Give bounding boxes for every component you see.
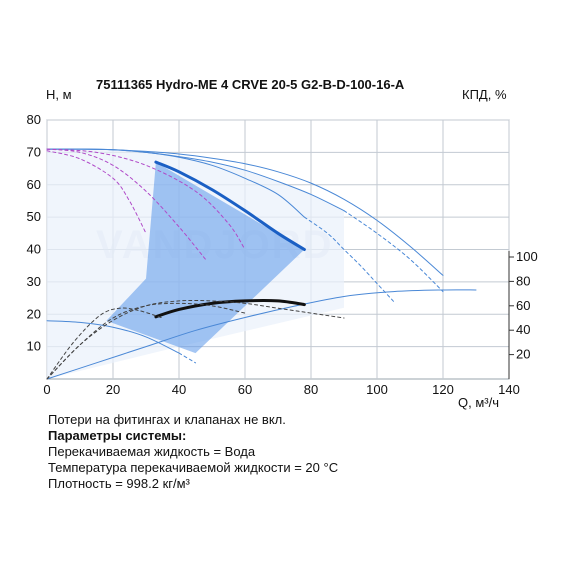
note-params-heading: Параметры системы: xyxy=(48,428,187,443)
y-left-tick-label: 80 xyxy=(27,112,41,127)
y-left-tick-label: 60 xyxy=(27,177,41,192)
system-notes: Потери на фитингах и клапанах не вкл. Па… xyxy=(48,412,338,492)
series-line-15 xyxy=(46,302,246,380)
series-line-12 xyxy=(154,299,306,319)
x-tick-label: 40 xyxy=(172,382,186,397)
series-line-11 xyxy=(46,289,477,380)
series-layer xyxy=(46,148,477,380)
series-line-4 xyxy=(343,210,444,293)
y-right-tick-label: 60 xyxy=(516,298,530,313)
series-line-2 xyxy=(303,216,394,302)
series-line-6 xyxy=(46,150,147,234)
y-axis-left-label: H, м xyxy=(46,87,72,102)
note-temperature: Температура перекачиваемой жидкости = 20… xyxy=(48,460,339,475)
note-density: Плотность = 998.2 кг/м³ xyxy=(48,476,190,491)
note-liquid: Перекачиваемая жидкость = Вода xyxy=(48,444,256,459)
x-tick-label: 20 xyxy=(106,382,120,397)
x-tick-label: 120 xyxy=(432,382,454,397)
note-losses: Потери на фитингах и клапанах не вкл. xyxy=(48,412,286,427)
y-left-tick-label: 30 xyxy=(27,274,41,289)
x-tick-label: 80 xyxy=(304,382,318,397)
series-line-0 xyxy=(154,160,306,251)
chart-title: 75111365 Hydro-ME 4 CRVE 20-5 G2-B-D-100… xyxy=(96,77,405,92)
operating-area xyxy=(47,149,344,379)
x-axis-label: Q, м³/ч xyxy=(458,395,499,410)
y-left-tick-label: 40 xyxy=(27,242,41,257)
x-tick-label: 0 xyxy=(43,382,50,397)
y-right-tick-label: 80 xyxy=(516,273,530,288)
series-line-10 xyxy=(178,352,196,364)
y-left-tick-label: 20 xyxy=(27,306,41,321)
operating-area-polygon xyxy=(106,162,305,354)
y-left-tick-label: 70 xyxy=(27,144,41,159)
x-tick-label: 60 xyxy=(238,382,252,397)
y-left-tick-label: 50 xyxy=(27,209,41,224)
series-line-14 xyxy=(46,307,163,380)
y-axis-right-label: КПД, % xyxy=(462,87,507,102)
x-tick-label: 140 xyxy=(498,382,520,397)
series-line-7 xyxy=(46,148,206,260)
y-right-tick-label: 100 xyxy=(516,249,538,264)
x-tick-label: 100 xyxy=(366,382,388,397)
series-line-8 xyxy=(46,148,246,250)
series-line-5 xyxy=(46,148,444,276)
series-line-9 xyxy=(46,320,180,354)
axes: 0 20 40 60 80 100 120 140 10 20 30 40 50 60 70 80 20 40 60… xyxy=(27,112,538,397)
y-right-tick-label: 20 xyxy=(516,347,530,362)
series-line-13 xyxy=(46,299,345,380)
y-left-tick-label: 10 xyxy=(27,339,41,354)
y-right-tick-label: 40 xyxy=(516,322,530,337)
